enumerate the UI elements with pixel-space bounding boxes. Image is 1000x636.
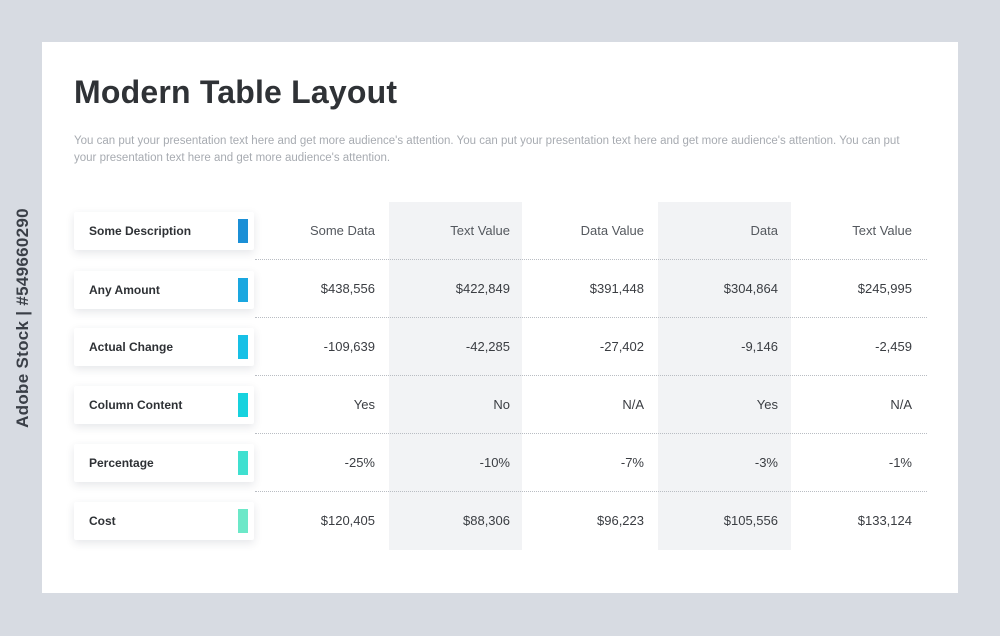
label-text: Some Description — [89, 224, 192, 238]
table-cell: -27,402 — [599, 339, 644, 354]
table-cell: -42,285 — [465, 339, 510, 354]
label-text: Cost — [89, 514, 116, 528]
label-text: Actual Change — [89, 340, 174, 354]
column-header: Some Data — [309, 223, 375, 238]
table-cell: Yes — [756, 397, 778, 412]
column-shade-2 — [389, 202, 522, 550]
column-shade-4 — [658, 202, 791, 550]
watermark-vertical: Adobe Stock | #549660290 — [6, 0, 40, 636]
column-header: Text Value — [450, 223, 510, 238]
accent-bar — [238, 278, 248, 302]
accent-bar — [238, 219, 248, 243]
accent-bar — [238, 451, 248, 475]
accent-bar — [238, 335, 248, 359]
table-cell: $304,864 — [723, 281, 778, 296]
label-text: Percentage — [89, 456, 154, 470]
label-card-row: Column Content — [74, 386, 254, 424]
table-cell: N/A — [622, 397, 644, 412]
table-cell: N/A — [890, 397, 912, 412]
label-text: Any Amount — [89, 283, 160, 297]
label-text: Column Content — [89, 398, 183, 412]
label-card-row: Percentage — [74, 444, 254, 482]
table-cell: -1% — [888, 455, 912, 470]
page-subtitle: You can put your presentation text here … — [74, 135, 900, 164]
column-header: Data Value — [580, 223, 644, 238]
column-header: Text Value — [852, 223, 912, 238]
table-cell: -25% — [344, 455, 375, 470]
label-card-row: Cost — [74, 502, 254, 540]
row-divider — [255, 491, 927, 492]
table-cell: $245,995 — [857, 281, 912, 296]
row-divider — [255, 259, 927, 260]
table-cell: $96,223 — [597, 513, 644, 528]
table-cell: -109,639 — [323, 339, 375, 354]
data-table: Some Data Text Value Data Value Data Text Va… — [255, 202, 927, 550]
label-card-row: Any Amount — [74, 271, 254, 309]
accent-bar — [238, 393, 248, 417]
watermark-text: Adobe Stock | #549660290 — [13, 208, 33, 428]
column-header: Data — [750, 223, 778, 238]
slide-card: Modern Table Layout You can put your pre… — [42, 42, 958, 593]
table-cell: $438,556 — [320, 281, 375, 296]
label-card-row: Actual Change — [74, 328, 254, 366]
table-cell: No — [493, 397, 510, 412]
table-cell: -10% — [479, 455, 510, 470]
row-divider — [255, 375, 927, 376]
row-divider — [255, 433, 927, 434]
table-cell: $391,448 — [589, 281, 644, 296]
accent-bar — [238, 509, 248, 533]
table-cell: $422,849 — [455, 281, 510, 296]
label-card-header: Some Description — [74, 212, 254, 250]
table-cell: -2,459 — [875, 339, 912, 354]
table-cell: -3% — [754, 455, 778, 470]
page-title: Modern Table Layout — [74, 74, 398, 110]
row-divider — [255, 317, 927, 318]
table-cell: $105,556 — [723, 513, 778, 528]
table-cell: $88,306 — [463, 513, 510, 528]
table-cell: $120,405 — [320, 513, 375, 528]
table-cell: $133,124 — [857, 513, 912, 528]
table-cell: -9,146 — [741, 339, 778, 354]
table-cell: Yes — [353, 397, 375, 412]
table-cell: -7% — [620, 455, 644, 470]
